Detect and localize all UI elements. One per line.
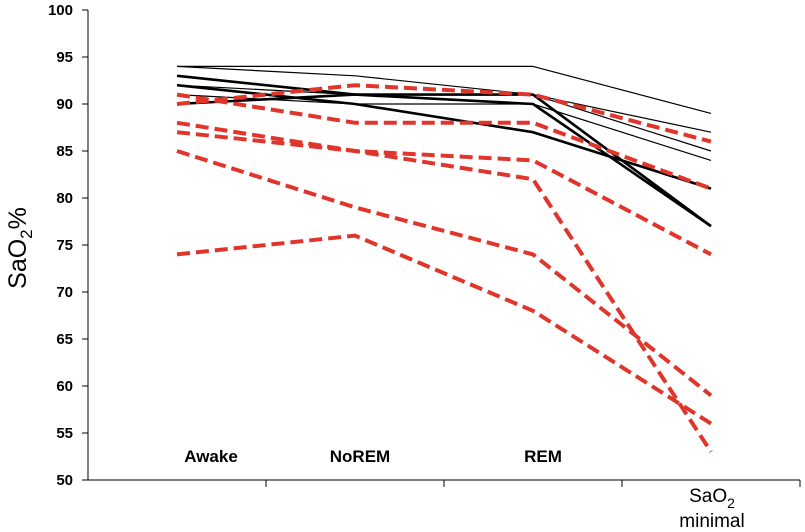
y-axis-title-main: SaO: [4, 239, 32, 289]
y-tick-label: 75: [56, 237, 73, 254]
series-line-red: [176, 130, 713, 453]
category-label: Awake: [184, 447, 238, 466]
y-tick-label: 95: [56, 49, 73, 66]
series-line-black: [176, 94, 712, 161]
y-tick-label: 55: [56, 425, 73, 442]
y-tick-label: 90: [56, 96, 73, 113]
axes: [82, 9, 801, 487]
category-label: NoREM: [330, 447, 390, 466]
series-line-black: [176, 74, 712, 228]
series-line-red: [176, 233, 713, 426]
x-label-last-line2: minimal: [679, 511, 744, 532]
series-line-black: [176, 93, 712, 228]
x-label-last: SaO2: [689, 486, 735, 511]
series-line-red: [176, 83, 712, 144]
series-line-red: [176, 120, 712, 257]
series-line-black: [176, 65, 712, 133]
series-line-black: [177, 65, 712, 114]
y-tick-label: 85: [56, 143, 73, 160]
y-tick-label: 100: [48, 2, 73, 19]
series-line-red: [176, 149, 713, 397]
x-label-last-sub: 2: [727, 495, 735, 511]
y-axis-title-suffix: %: [4, 207, 32, 229]
category-labels: Awake NoREM REM: [184, 447, 562, 466]
series-layer: [176, 65, 713, 453]
series-line-red: [176, 92, 712, 191]
y-tick-labels: 50 55 60 65 70 75 80 85 90 95 100: [48, 2, 73, 489]
x-label-last-main: SaO: [689, 486, 727, 507]
category-label: REM: [524, 447, 562, 466]
y-axis-title-sub: 2: [17, 229, 36, 238]
y-tick-label: 50: [56, 472, 73, 489]
y-tick-label: 60: [56, 378, 73, 395]
y-tick-label: 65: [56, 331, 73, 348]
y-tick-label: 70: [56, 284, 73, 301]
y-axis-title: SaO2%: [4, 207, 36, 289]
y-tick-label: 80: [56, 190, 73, 207]
